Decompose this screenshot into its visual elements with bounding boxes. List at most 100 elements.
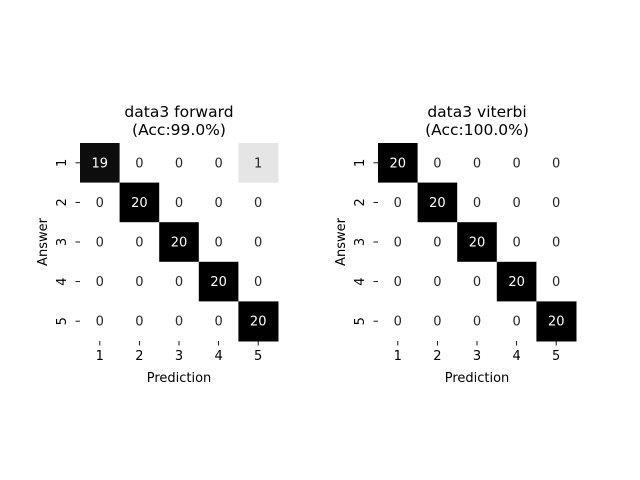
y-axis-label: Answer bbox=[36, 217, 51, 266]
cell-value-label: 1 bbox=[254, 156, 262, 171]
cell-value-label: 0 bbox=[552, 156, 560, 171]
heatmap-cell bbox=[496, 261, 537, 302]
cell-value-label: 0 bbox=[473, 315, 481, 330]
heatmap-cell bbox=[159, 143, 200, 184]
heatmap-cell bbox=[536, 222, 577, 263]
y-tick-label: 4 bbox=[353, 277, 368, 285]
cell-value-label: 0 bbox=[96, 196, 104, 211]
heatmap-cells: 20 0 0 0 0 0 20 0 0 0 0 0 20 0 0 0 0 0 20 0 0 0 0 0 20 bbox=[378, 143, 577, 342]
heatmap-cell bbox=[159, 261, 200, 302]
chart-title: data3 forward bbox=[124, 103, 233, 121]
y-tick-label: 5 bbox=[353, 317, 368, 325]
heatmap-cell bbox=[457, 182, 498, 223]
heatmap-cell bbox=[378, 301, 419, 342]
cell-value-label: 0 bbox=[394, 275, 402, 290]
y-tick-label: 2 bbox=[353, 198, 368, 206]
y-tick-label: 4 bbox=[55, 277, 70, 285]
cell-value-label: 0 bbox=[175, 196, 183, 211]
heatmap-cell bbox=[198, 182, 239, 223]
cell-value-label: 0 bbox=[433, 236, 441, 251]
heatmap-cell bbox=[417, 301, 458, 342]
cell-value-label: 0 bbox=[175, 315, 183, 330]
heatmap-cell bbox=[119, 301, 160, 342]
cell-value-label: 0 bbox=[512, 196, 520, 211]
cell-value-label: 20 bbox=[210, 275, 227, 290]
cell-value-label: 0 bbox=[552, 275, 560, 290]
cell-value-label: 0 bbox=[512, 315, 520, 330]
y-tick-label: 3 bbox=[55, 238, 70, 246]
cell-value-label: 0 bbox=[254, 275, 262, 290]
heatmap-cell bbox=[378, 182, 419, 223]
cell-value-label: 0 bbox=[214, 236, 222, 251]
x-tick-label: 4 bbox=[512, 349, 520, 364]
heatmap-cell bbox=[238, 182, 279, 223]
cell-value-label: 20 bbox=[390, 156, 407, 171]
cell-value-label: 0 bbox=[175, 156, 183, 171]
cell-value-label: 0 bbox=[394, 315, 402, 330]
heatmap-cell bbox=[496, 143, 537, 184]
cell-value-label: 0 bbox=[96, 236, 104, 251]
cell-value-label: 0 bbox=[135, 156, 143, 171]
heatmap-cell bbox=[80, 261, 121, 302]
heatmap-cell bbox=[378, 222, 419, 263]
y-tick-label: 3 bbox=[353, 238, 368, 246]
y-tick-label: 1 bbox=[353, 159, 368, 167]
heatmap-cell bbox=[198, 261, 239, 302]
heatmap-cell bbox=[417, 143, 458, 184]
cell-value-label: 0 bbox=[433, 275, 441, 290]
x-tick-label: 2 bbox=[135, 349, 143, 364]
y-tick-label: 1 bbox=[55, 159, 70, 167]
heatmap-cell bbox=[80, 222, 121, 263]
heatmap-cell bbox=[536, 301, 577, 342]
x-tick-label: 3 bbox=[473, 349, 481, 364]
heatmap-cell bbox=[536, 182, 577, 223]
heatmap-cell bbox=[417, 222, 458, 263]
cell-value-label: 20 bbox=[469, 236, 486, 251]
chart-subtitle: (Acc:99.0%) bbox=[132, 121, 226, 139]
heatmap-cell bbox=[238, 222, 279, 263]
cell-value-label: 0 bbox=[96, 315, 104, 330]
heatmap-cell bbox=[536, 143, 577, 184]
cell-value-label: 20 bbox=[171, 236, 188, 251]
cell-value-label: 0 bbox=[552, 196, 560, 211]
heatmap-cell bbox=[119, 143, 160, 184]
cell-value-label: 0 bbox=[254, 196, 262, 211]
x-tick-label: 5 bbox=[254, 349, 262, 364]
y-axis-ticks: 1 2 3 4 5 bbox=[353, 159, 378, 325]
cell-value-label: 0 bbox=[512, 156, 520, 171]
y-axis-label: Answer bbox=[334, 217, 349, 266]
heatmap-cell bbox=[198, 143, 239, 184]
cell-value-label: 0 bbox=[394, 196, 402, 211]
heatmap-cell bbox=[378, 143, 419, 184]
cell-value-label: 0 bbox=[473, 196, 481, 211]
y-tick-label: 2 bbox=[55, 198, 70, 206]
heatmap-cell bbox=[496, 301, 537, 342]
cell-value-label: 0 bbox=[135, 275, 143, 290]
cell-value-label: 20 bbox=[250, 315, 267, 330]
heatmap-cell bbox=[536, 261, 577, 302]
chart-subtitle: (Acc:100.0%) bbox=[425, 121, 529, 139]
cell-value-label: 19 bbox=[92, 156, 109, 171]
x-tick-label: 5 bbox=[552, 349, 560, 364]
x-axis-ticks: 1 2 3 4 5 bbox=[96, 341, 262, 364]
x-tick-label: 2 bbox=[433, 349, 441, 364]
cell-value-label: 0 bbox=[433, 156, 441, 171]
cell-value-label: 0 bbox=[214, 196, 222, 211]
cell-value-label: 0 bbox=[473, 275, 481, 290]
heatmap-cell bbox=[159, 301, 200, 342]
cell-value-label: 0 bbox=[512, 236, 520, 251]
cell-value-label: 0 bbox=[254, 236, 262, 251]
cell-value-label: 0 bbox=[135, 315, 143, 330]
y-axis-ticks: 1 2 3 4 5 bbox=[55, 159, 80, 325]
heatmap-forward: data3 forward (Acc:99.0%) 19 0 0 0 10 20 0 0 00 0… bbox=[36, 103, 279, 386]
cell-value-label: 20 bbox=[429, 196, 446, 211]
heatmap-cell bbox=[417, 261, 458, 302]
heatmap-cell bbox=[457, 143, 498, 184]
heatmap-cell bbox=[496, 182, 537, 223]
heatmap-cell bbox=[198, 301, 239, 342]
heatmap-cell bbox=[457, 261, 498, 302]
heatmap-cell bbox=[119, 261, 160, 302]
cell-value-label: 0 bbox=[433, 315, 441, 330]
cell-value-label: 0 bbox=[394, 236, 402, 251]
heatmap-viterbi: data3 viterbi (Acc:100.0%) 20 0 0 0 00 20 0 0 00… bbox=[334, 103, 577, 386]
